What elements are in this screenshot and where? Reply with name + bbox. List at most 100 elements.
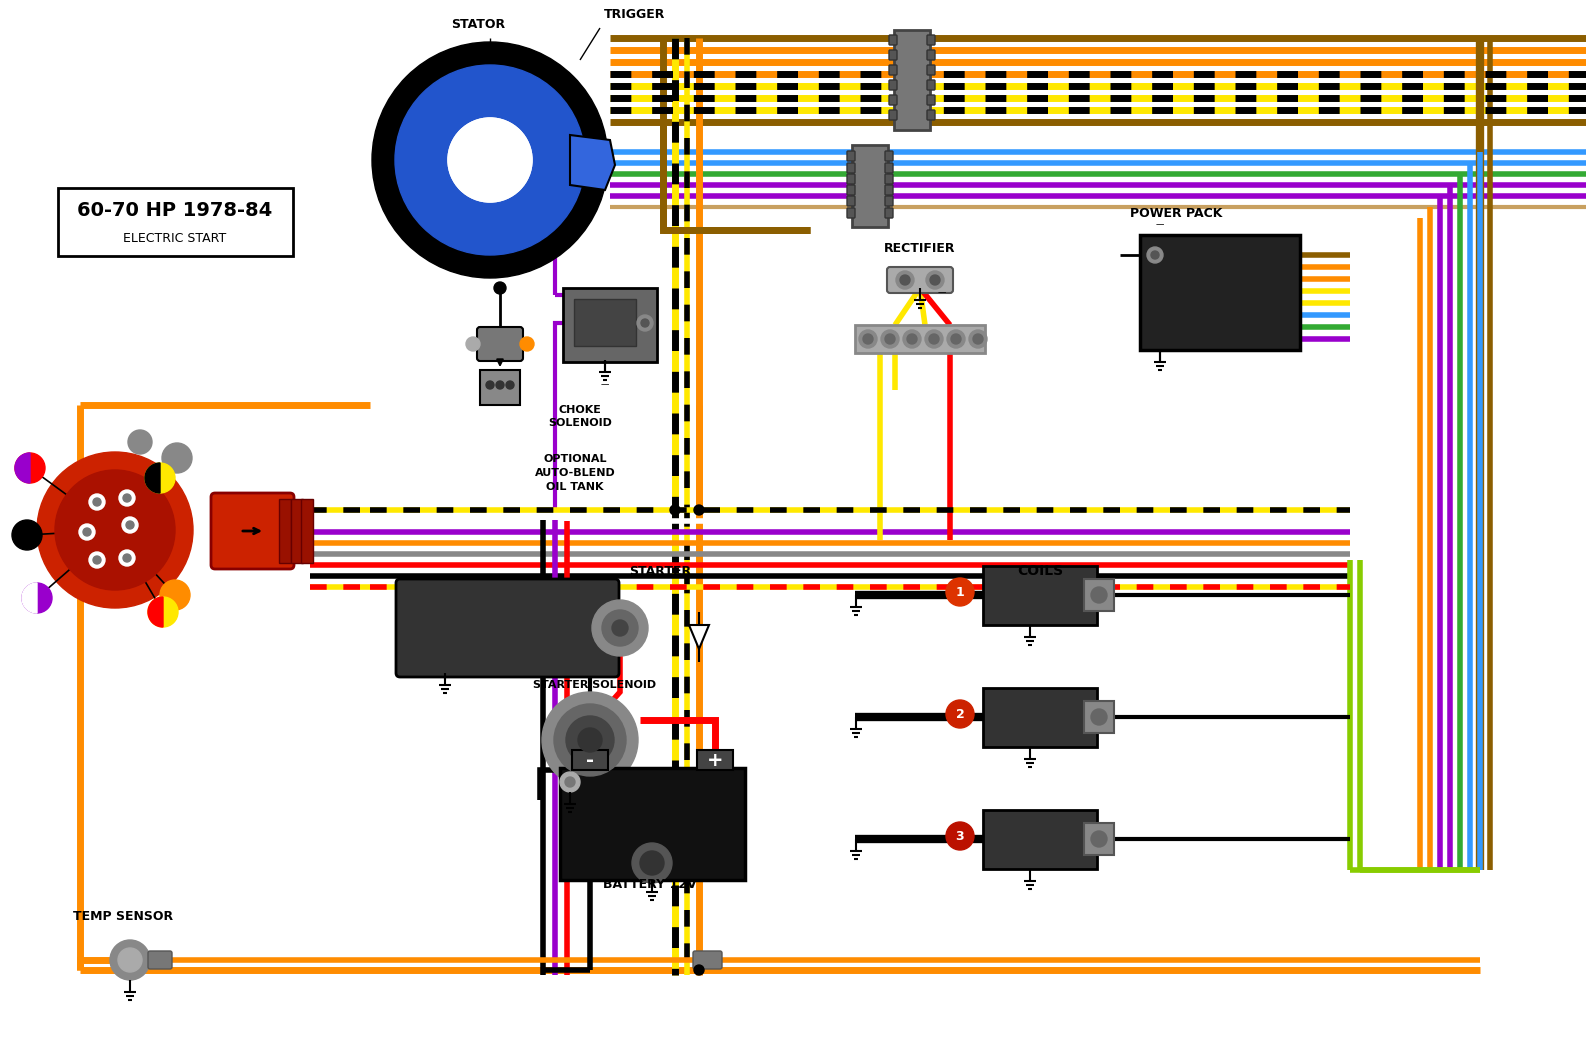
FancyBboxPatch shape <box>983 566 1098 625</box>
FancyBboxPatch shape <box>890 65 898 75</box>
FancyBboxPatch shape <box>693 951 722 969</box>
Circle shape <box>560 772 580 792</box>
Circle shape <box>1091 588 1107 603</box>
Circle shape <box>94 556 102 564</box>
FancyBboxPatch shape <box>290 499 303 563</box>
Circle shape <box>947 330 964 348</box>
Text: RECTIFIER: RECTIFIER <box>885 242 956 255</box>
Circle shape <box>160 580 190 610</box>
FancyBboxPatch shape <box>696 750 733 770</box>
Circle shape <box>493 282 506 294</box>
Circle shape <box>36 452 193 607</box>
FancyBboxPatch shape <box>301 499 312 563</box>
FancyBboxPatch shape <box>983 810 1098 869</box>
Circle shape <box>952 334 961 344</box>
Text: STARTER: STARTER <box>630 565 691 578</box>
Circle shape <box>144 463 174 493</box>
Circle shape <box>880 330 899 348</box>
Text: -: - <box>585 750 595 769</box>
Circle shape <box>89 552 105 568</box>
Circle shape <box>520 337 534 351</box>
Circle shape <box>592 600 649 656</box>
FancyBboxPatch shape <box>926 35 936 45</box>
Circle shape <box>631 843 672 883</box>
Circle shape <box>466 337 481 351</box>
FancyBboxPatch shape <box>885 163 893 173</box>
FancyBboxPatch shape <box>926 65 936 75</box>
FancyBboxPatch shape <box>477 327 523 360</box>
Circle shape <box>128 430 152 454</box>
FancyBboxPatch shape <box>926 50 936 60</box>
Circle shape <box>447 118 531 202</box>
FancyBboxPatch shape <box>895 30 929 130</box>
Text: BATTERY 12V: BATTERY 12V <box>603 878 696 891</box>
Circle shape <box>496 382 504 389</box>
FancyBboxPatch shape <box>847 151 855 161</box>
Text: POWER PACK: POWER PACK <box>1129 207 1223 220</box>
Circle shape <box>863 334 872 344</box>
Circle shape <box>641 851 665 875</box>
FancyBboxPatch shape <box>574 298 636 346</box>
Text: SOLENOID: SOLENOID <box>549 418 612 428</box>
Circle shape <box>125 521 133 529</box>
FancyBboxPatch shape <box>890 80 898 90</box>
FancyBboxPatch shape <box>847 163 855 173</box>
Text: ELECTRIC START: ELECTRIC START <box>124 231 227 245</box>
Circle shape <box>926 271 944 289</box>
Circle shape <box>885 334 895 344</box>
Circle shape <box>56 470 174 590</box>
FancyBboxPatch shape <box>926 110 936 120</box>
Circle shape <box>119 550 135 566</box>
Text: AUTO-BLEND: AUTO-BLEND <box>534 468 615 478</box>
FancyBboxPatch shape <box>847 174 855 184</box>
FancyBboxPatch shape <box>279 499 290 563</box>
Circle shape <box>117 948 143 972</box>
Circle shape <box>695 965 704 975</box>
FancyBboxPatch shape <box>887 267 953 293</box>
Circle shape <box>641 320 649 327</box>
Text: CHOKE: CHOKE <box>558 405 601 415</box>
FancyBboxPatch shape <box>885 185 893 195</box>
FancyBboxPatch shape <box>847 208 855 218</box>
Wedge shape <box>147 597 163 627</box>
FancyBboxPatch shape <box>1083 579 1113 611</box>
Circle shape <box>79 524 95 540</box>
FancyBboxPatch shape <box>560 768 745 880</box>
FancyBboxPatch shape <box>59 188 293 256</box>
Text: TRIGGER: TRIGGER <box>604 8 666 21</box>
FancyBboxPatch shape <box>573 750 607 770</box>
Circle shape <box>1091 709 1107 725</box>
FancyBboxPatch shape <box>1083 701 1113 733</box>
FancyBboxPatch shape <box>890 50 898 60</box>
Circle shape <box>447 118 531 202</box>
Text: COILS: COILS <box>1017 564 1063 578</box>
Circle shape <box>945 578 974 606</box>
Circle shape <box>896 271 914 289</box>
FancyBboxPatch shape <box>885 195 893 206</box>
Circle shape <box>612 620 628 636</box>
FancyBboxPatch shape <box>890 95 898 105</box>
FancyBboxPatch shape <box>847 185 855 195</box>
Circle shape <box>907 334 917 344</box>
Text: OPTIONAL: OPTIONAL <box>544 454 607 463</box>
Text: TEMP SENSOR: TEMP SENSOR <box>73 910 173 923</box>
Circle shape <box>577 728 603 753</box>
Text: —: — <box>1156 220 1164 229</box>
Wedge shape <box>14 453 30 483</box>
FancyBboxPatch shape <box>926 80 936 90</box>
Text: STARTER SOLENOID: STARTER SOLENOID <box>533 680 657 691</box>
Polygon shape <box>569 135 615 190</box>
Circle shape <box>929 275 940 285</box>
FancyBboxPatch shape <box>926 95 936 105</box>
FancyBboxPatch shape <box>147 951 171 969</box>
FancyBboxPatch shape <box>890 110 898 120</box>
Circle shape <box>899 275 910 285</box>
Circle shape <box>860 330 877 348</box>
Circle shape <box>119 490 135 506</box>
Circle shape <box>972 334 983 344</box>
FancyBboxPatch shape <box>983 688 1098 747</box>
Circle shape <box>945 822 974 850</box>
Circle shape <box>485 382 493 389</box>
FancyBboxPatch shape <box>890 35 898 45</box>
Text: —: — <box>601 380 609 390</box>
